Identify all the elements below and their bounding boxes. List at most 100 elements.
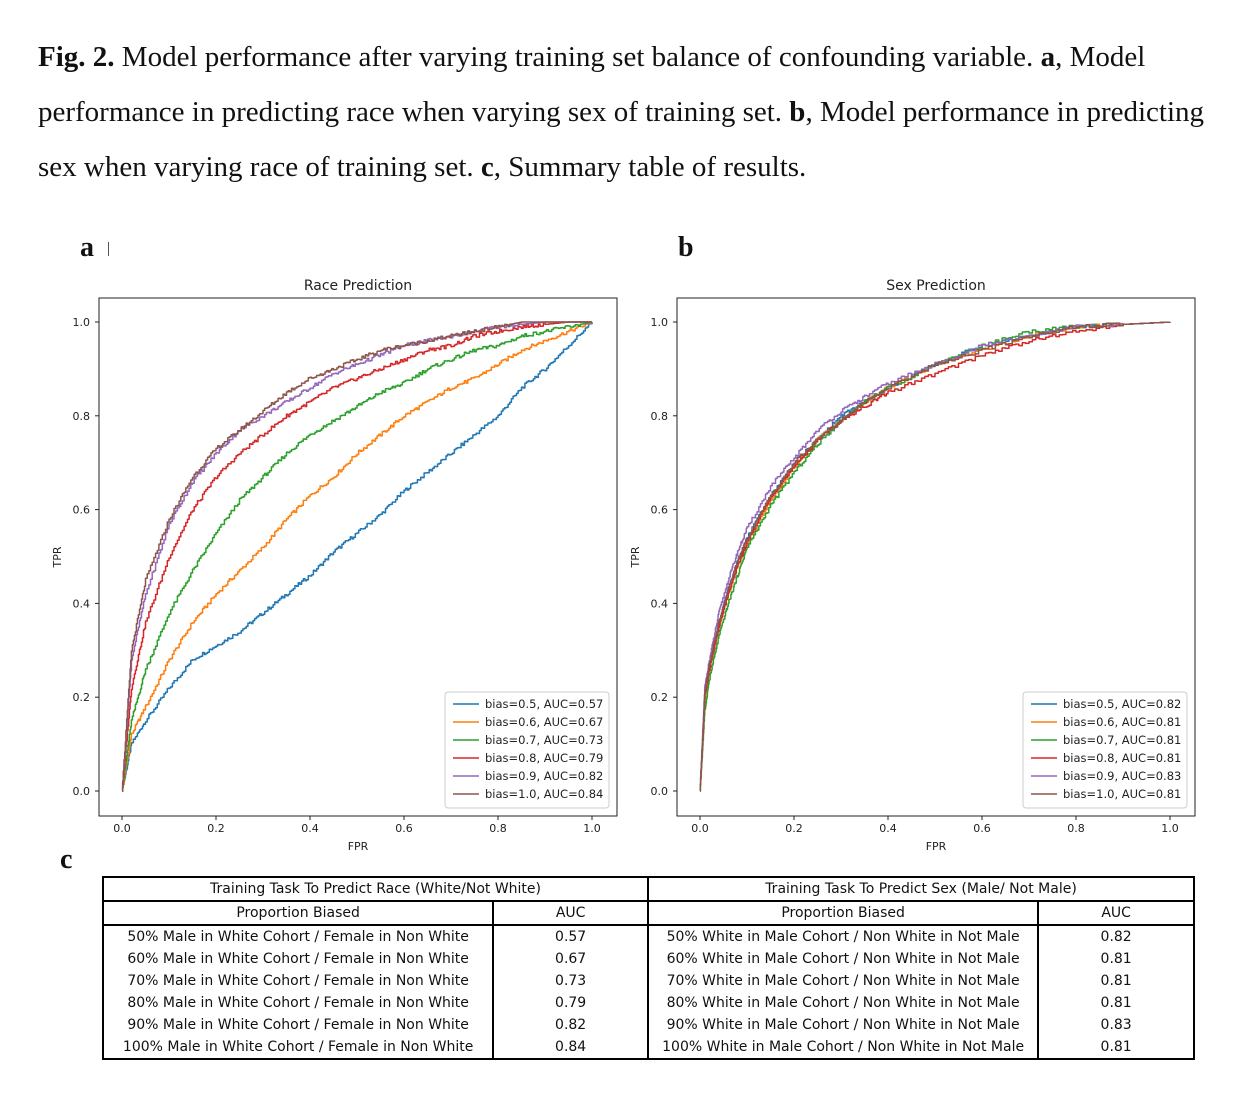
caption-a-label: a <box>1040 41 1056 73</box>
table-cell: 100% White in Male Cohort / Non White in… <box>646 1036 1040 1060</box>
y-tick-label: 0.2 <box>73 691 91 704</box>
table-cell: 0.67 <box>492 948 649 970</box>
y-axis-label: TPR <box>629 546 642 568</box>
x-tick-label: 0.4 <box>301 822 319 835</box>
roc-series-line <box>121 321 593 792</box>
table-cell: 50% Male in White Cohort / Female in Non… <box>101 925 495 948</box>
x-tick-label: 1.0 <box>1161 822 1179 835</box>
roc-series-line <box>121 321 592 792</box>
summary-table: Training Task To Predict Race (White/Not… <box>101 876 1196 1060</box>
roc-charts: Race Prediction FPR TPR 0.0 0.2 0.4 0.6 0.8 1.0 0… <box>51 278 1196 853</box>
caption-b-label: b <box>789 96 806 128</box>
legend-entry: bias=0.7, AUC=0.73 <box>485 733 603 747</box>
table-cell: 100% Male in White Cohort / Female in No… <box>101 1036 495 1060</box>
panel-label-a: a <box>80 232 94 263</box>
legend-entry: bias=0.9, AUC=0.83 <box>1063 769 1181 783</box>
legend-entry: bias=0.5, AUC=0.82 <box>1063 697 1181 711</box>
x-tick-label: 0.6 <box>395 822 413 835</box>
table-cell: 0.73 <box>492 970 649 992</box>
table-cell: 60% Male in White Cohort / Female in Non… <box>101 948 495 970</box>
table-cell: 0.81 <box>1037 992 1195 1014</box>
table-cell: 0.79 <box>492 992 649 1014</box>
table-cell: 0.81 <box>1037 1036 1195 1060</box>
x-axis-label: FPR <box>926 840 947 853</box>
table-row: 60% Male in White Cohort / Female in Non… <box>101 948 1195 970</box>
table-cell: 90% Male in White Cohort / Female in Non… <box>101 1014 495 1036</box>
table-cell: 60% White in Male Cohort / Non White in … <box>646 948 1040 970</box>
y-tick-label: 1.0 <box>73 316 91 329</box>
caption-b-text: , Model performance in predicting sex wh… <box>38 96 1205 183</box>
table-cell: 70% Male in White Cohort / Female in Non… <box>101 970 495 992</box>
x-tick-label: 0.6 <box>973 822 991 835</box>
table-row: 90% Male in White Cohort / Female in Non… <box>101 1014 1195 1036</box>
roc-series-line <box>699 321 1171 792</box>
y-tick-label: 0.8 <box>73 410 91 423</box>
y-axis-label: TPR <box>51 546 64 568</box>
y-tick-label: 0.4 <box>73 597 91 610</box>
legend-entry: bias=0.5, AUC=0.57 <box>485 697 603 711</box>
legend-entry: bias=1.0, AUC=0.84 <box>485 787 603 801</box>
table-cell: 0.82 <box>492 1014 649 1036</box>
x-tick-label: 0.8 <box>1067 822 1085 835</box>
legend-entry: bias=0.8, AUC=0.81 <box>1063 751 1181 765</box>
table-cell: 0.83 <box>1037 1014 1195 1036</box>
roc-series-line <box>699 321 1171 792</box>
legend-entry: bias=1.0, AUC=0.81 <box>1063 787 1181 801</box>
table-group-race: Training Task To Predict Race (White/Not… <box>102 876 649 902</box>
table-row: 80% Male in White Cohort / Female in Non… <box>101 992 1195 1014</box>
legend-box <box>1022 691 1188 809</box>
table-row: 50% Male in White Cohort / Female in Non… <box>101 925 1195 948</box>
plot-frame <box>98 297 618 817</box>
legend-entry: bias=0.6, AUC=0.81 <box>1063 715 1181 729</box>
x-tick-label: 0.0 <box>691 822 709 835</box>
x-tick-label: 0.4 <box>879 822 897 835</box>
roc-series-line <box>121 321 592 792</box>
table-group-sex: Training Task To Predict Sex (Male/ Not … <box>646 876 1196 902</box>
legend-entry: bias=0.8, AUC=0.79 <box>485 751 603 765</box>
chart-title: Sex Prediction <box>886 278 986 294</box>
y-tick-label: 0.4 <box>651 597 669 610</box>
x-tick-label: 0.8 <box>489 822 507 835</box>
y-tick-label: 0.0 <box>73 785 91 798</box>
x-tick-label: 0.2 <box>785 822 803 835</box>
chart-title: Race Prediction <box>304 278 412 294</box>
y-tick-label: 0.0 <box>651 785 669 798</box>
table-cell: 80% White in Male Cohort / Non White in … <box>646 992 1040 1014</box>
table-row: 70% Male in White Cohort / Female in Non… <box>101 970 1195 992</box>
table-col-header: AUC <box>1037 900 1195 926</box>
caption-lead: Model performance after varying training… <box>114 41 1041 73</box>
legend-entry: bias=0.6, AUC=0.67 <box>485 715 603 729</box>
table-cell: 0.57 <box>492 925 649 948</box>
table-cell: 0.81 <box>1037 970 1195 992</box>
caption-c-label: c <box>480 151 494 183</box>
table-cell: 0.81 <box>1037 948 1195 970</box>
table-cell: 50% White in Male Cohort / Non White in … <box>646 925 1040 948</box>
roc-series-line <box>121 321 593 792</box>
panel-label-c: c <box>60 844 73 875</box>
caption-a-text: , Model performance in predicting race w… <box>38 41 1146 128</box>
caption-c-text: , Summary table of results. <box>493 151 807 183</box>
caption-fig-label: Fig. 2. <box>38 41 115 73</box>
x-tick-label: 0.2 <box>207 822 225 835</box>
y-tick-label: 0.2 <box>651 691 669 704</box>
y-tick-label: 1.0 <box>651 316 669 329</box>
table-row: 100% Male in White Cohort / Female in No… <box>101 1036 1195 1060</box>
roc-series-line <box>121 321 592 792</box>
panel-label-b: b <box>678 232 694 263</box>
y-tick-label: 0.6 <box>73 504 91 517</box>
table-cell: 0.84 <box>492 1036 649 1060</box>
table-cell: 70% White in Male Cohort / Non White in … <box>646 970 1040 992</box>
table-cell: 90% White in Male Cohort / Non White in … <box>646 1014 1040 1036</box>
legend-entry: bias=0.7, AUC=0.81 <box>1063 733 1181 747</box>
table-col-header: AUC <box>492 900 649 926</box>
text-cursor-mark <box>108 242 109 256</box>
x-tick-label: 0.0 <box>113 822 131 835</box>
y-tick-label: 0.8 <box>651 410 669 423</box>
table-col-header: Proportion Biased <box>101 900 495 926</box>
table-cell: 80% Male in White Cohort / Female in Non… <box>101 992 495 1014</box>
y-tick-label: 0.6 <box>651 504 669 517</box>
roc-series-line <box>121 322 593 792</box>
roc-series-line <box>699 321 1171 792</box>
x-axis-label: FPR <box>348 840 369 853</box>
x-tick-label: 1.0 <box>583 822 601 835</box>
